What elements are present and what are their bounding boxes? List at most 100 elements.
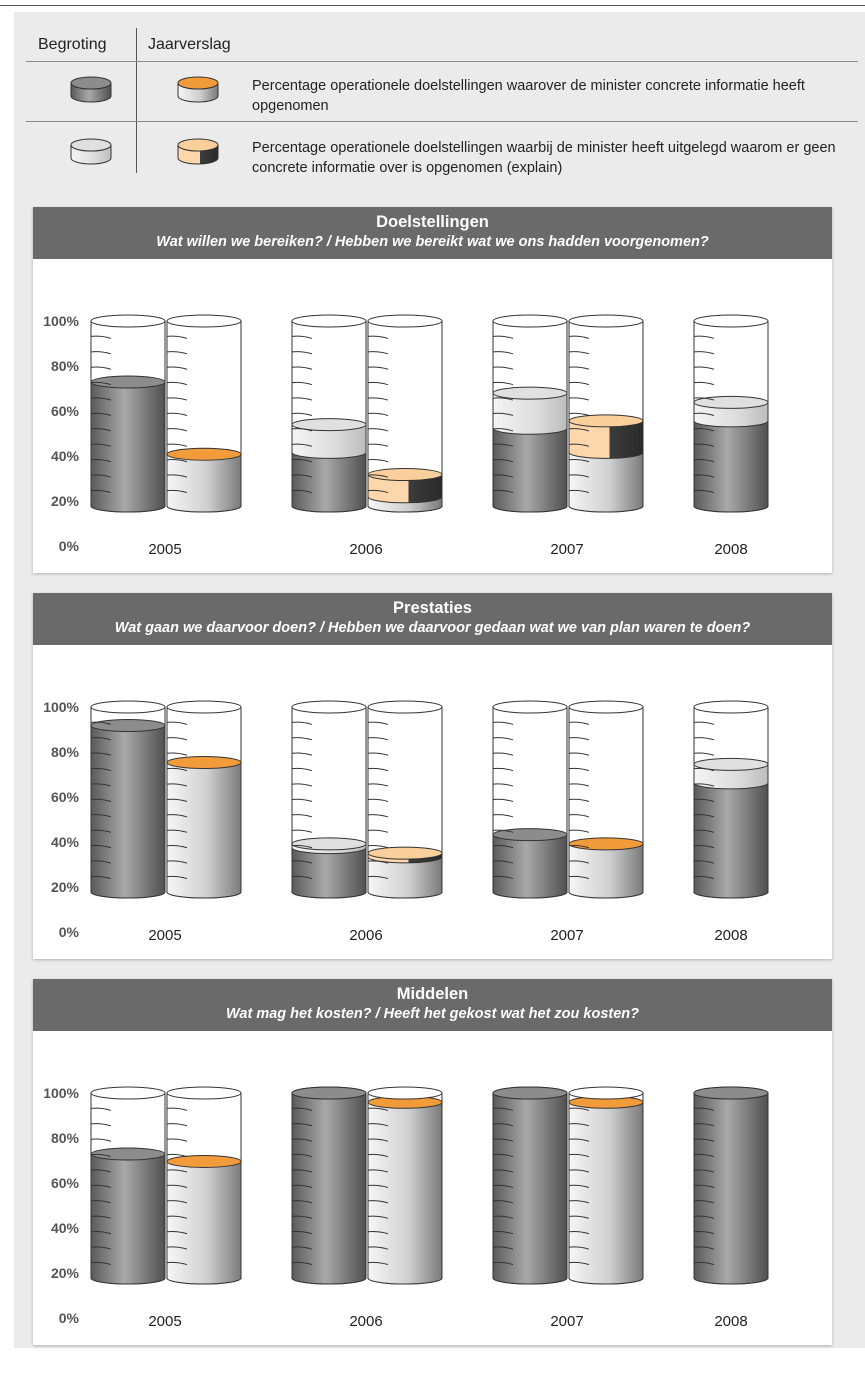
bar-explain [693, 401, 769, 428]
bar-concrete [90, 725, 166, 899]
bar-explain [367, 474, 443, 504]
panel-header: Prestaties Wat gaan we daarvoor doen? / … [33, 593, 832, 645]
bar-concrete [367, 1101, 443, 1285]
legend-header-jaarverslag: Jaarverslag [148, 36, 231, 53]
bar-concrete [291, 451, 367, 513]
y-tick-label: 0% [59, 924, 80, 940]
jaarverslag-explain-icon [177, 138, 219, 165]
cylinder-begroting-2005 [90, 314, 166, 513]
cylinder-jaarverslag-2005 [166, 1086, 242, 1285]
glass-rim [166, 314, 242, 328]
panel-subtitle: Wat gaan we daarvoor doen? / Hebben we d… [114, 620, 751, 636]
glass-rim [166, 1086, 242, 1100]
glass-rim [568, 1086, 644, 1100]
y-tick-label: 40% [51, 834, 80, 850]
bar-explain [492, 392, 568, 435]
panel-doelstellingen: Doelstellingen Wat willen we bereiken? /… [33, 207, 832, 573]
y-tick-label: 60% [51, 789, 80, 805]
legend-row1-description: Percentage operationele doelstellingen w… [252, 78, 805, 114]
x-tick-label: 2008 [714, 541, 747, 558]
y-tick-label: 0% [59, 538, 80, 554]
glass-rim [492, 700, 568, 714]
cylinder-jaarverslag-2006 [367, 700, 443, 899]
bar-concrete [693, 782, 769, 899]
glass-rim [693, 700, 769, 714]
bar-top [693, 757, 769, 771]
legend-rule [26, 121, 858, 122]
x-tick-label: 2005 [148, 927, 181, 944]
bar-concrete [568, 843, 644, 899]
jaarverslag-concrete-icon [177, 76, 219, 103]
legend-header-begroting: Begroting [38, 36, 107, 53]
glass-rim [90, 1086, 166, 1100]
bar-top [90, 375, 166, 389]
cylinder-begroting-2007 [492, 700, 568, 899]
y-tick-label: 0% [59, 1310, 80, 1326]
cylinder-begroting-2008 [693, 1086, 769, 1285]
glass-rim [367, 1086, 443, 1100]
cylinder-begroting-2005 [90, 1086, 166, 1285]
cylinder-begroting-2007 [492, 1086, 568, 1285]
bar-top [568, 414, 644, 428]
bar-concrete [492, 427, 568, 513]
bar-concrete [166, 1160, 242, 1285]
x-tick-label: 2005 [148, 1313, 181, 1330]
bar-concrete [693, 1092, 769, 1285]
glass-rim [693, 1086, 769, 1100]
panel-title: Prestaties [393, 599, 472, 617]
panel-subtitle: Wat willen we bereiken? / Hebben we bere… [156, 234, 709, 250]
x-tick-label: 2006 [349, 541, 382, 558]
cylinder-jaarverslag-2005 [166, 314, 242, 513]
bar-top [90, 1147, 166, 1161]
bar-concrete [492, 834, 568, 899]
bar-concrete [568, 1101, 644, 1285]
cylinder-jaarverslag-2006 [367, 1086, 443, 1285]
bar-concrete [90, 381, 166, 513]
panel-title: Middelen [396, 985, 469, 1003]
bar-top [166, 1154, 242, 1168]
bar-top [367, 468, 443, 482]
y-tick-label: 80% [51, 358, 80, 374]
chart-middelen: 100% 80% 60% 40% 20% 0% 2005 2006 2007 2008 [43, 1085, 769, 1330]
y-tick-label: 20% [51, 1265, 80, 1281]
glass-rim [291, 700, 367, 714]
glass-rim [492, 1086, 568, 1100]
cylinder-jaarverslag-2005 [166, 700, 242, 899]
legend-divider [136, 28, 137, 173]
y-tick-label: 80% [51, 744, 80, 760]
bar-concrete [568, 451, 644, 513]
x-tick-label: 2005 [148, 541, 181, 558]
bar-top [166, 447, 242, 461]
glass-rim [492, 314, 568, 328]
top-rule [0, 5, 865, 6]
bar-concrete [166, 762, 242, 899]
x-tick-label: 2007 [550, 1313, 583, 1330]
x-tick-label: 2008 [714, 1313, 747, 1330]
y-tick-label: 100% [43, 1085, 79, 1101]
cylinder-begroting-2005 [90, 700, 166, 899]
bar-concrete [367, 856, 443, 899]
panel-title: Doelstellingen [376, 213, 489, 231]
bar-concrete [291, 1092, 367, 1285]
x-tick-label: 2007 [550, 541, 583, 558]
bar-concrete [166, 453, 242, 513]
glass-rim [568, 314, 644, 328]
y-tick-label: 40% [51, 448, 80, 464]
y-tick-label: 40% [51, 1220, 80, 1236]
y-tick-label: 100% [43, 699, 79, 715]
bar-top [492, 386, 568, 400]
cylinder-begroting-2006 [291, 1086, 367, 1285]
bar-top [568, 837, 644, 851]
legend-rule [26, 61, 858, 62]
cylinder-begroting-2008 [693, 314, 769, 513]
x-tick-label: 2007 [550, 927, 583, 944]
y-tick-label: 60% [51, 1175, 80, 1191]
glass-rim [291, 1086, 367, 1100]
bar-concrete [291, 847, 367, 899]
bar-concrete [90, 1153, 166, 1285]
bar-explain [291, 424, 367, 459]
glass-rim [90, 700, 166, 714]
bar-concrete [693, 420, 769, 513]
begroting-explain-icon [70, 138, 112, 165]
bar-top [367, 846, 443, 860]
